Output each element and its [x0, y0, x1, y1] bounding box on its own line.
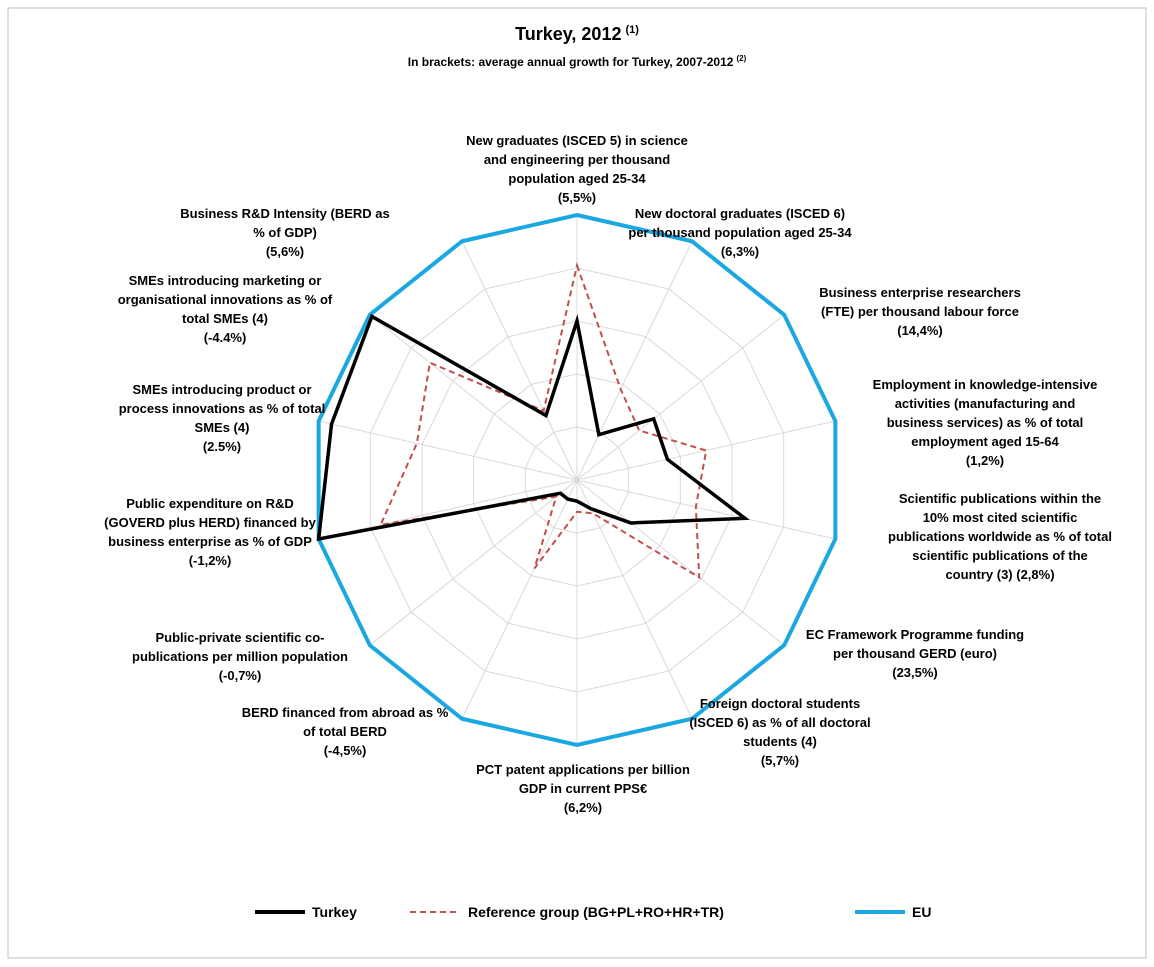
axis-label: Business enterprise researchers (FTE) pe… — [819, 285, 1021, 338]
grid-spoke — [576, 314, 785, 481]
legend-label: Turkey — [312, 904, 357, 920]
axis-label: Business R&D Intensity (BERD as % of GDP… — [180, 206, 390, 259]
axis-label: EC Framework Programme funding per thous… — [805, 627, 1025, 680]
grid-spoke — [461, 241, 578, 481]
axis-label: New graduates (ISCED 5) in science and e… — [466, 133, 688, 205]
legend-label: EU — [912, 904, 931, 920]
axis-label: Public expenditure on R&D (GOVERD plus H… — [104, 496, 316, 568]
grid-spoke — [576, 479, 693, 719]
grid-spoke — [369, 479, 578, 646]
grid-spoke — [369, 314, 578, 481]
grid-spoke — [576, 420, 836, 481]
grid-spoke — [576, 479, 836, 540]
axis-label: Employment in knowledge-intensive activi… — [872, 377, 1098, 468]
legend-label: Reference group (BG+PL+RO+HR+TR) — [468, 904, 724, 920]
axis-label: BERD financed from abroad as % of total … — [241, 705, 449, 758]
axis-label: PCT patent applications per billion GDP … — [476, 762, 690, 815]
chart-subtitle: In brackets: average annual growth for T… — [408, 54, 747, 69]
grid-spoke — [576, 479, 785, 646]
chart-title: Turkey, 2012 (1) — [515, 24, 639, 44]
grid-spoke — [576, 241, 693, 481]
axis-label: Scientific publications within the 10% m… — [888, 491, 1112, 582]
series-line — [316, 313, 750, 542]
subtitle-sup: (2) — [736, 54, 746, 63]
frame — [7, 7, 1147, 959]
axis-label: New doctoral graduates (ISCED 6) per tho… — [628, 206, 852, 259]
axis-label: Foreign doctoral students (ISCED 6) as %… — [689, 696, 871, 768]
axis-label: SMEs introducing product or process inno… — [118, 382, 326, 454]
axis-label: SMEs introducing marketing or organisati… — [117, 273, 333, 345]
series-line — [378, 261, 708, 580]
title-text: Turkey, 2012 — [515, 24, 621, 44]
axis-label: Public-private scientific co- publicatio… — [132, 630, 348, 683]
title-sup: (1) — [625, 24, 639, 36]
grid-spoke — [318, 420, 578, 481]
grid-spoke — [461, 479, 578, 719]
series-line — [316, 212, 838, 748]
subtitle-text: In brackets: average annual growth for T… — [408, 55, 734, 69]
